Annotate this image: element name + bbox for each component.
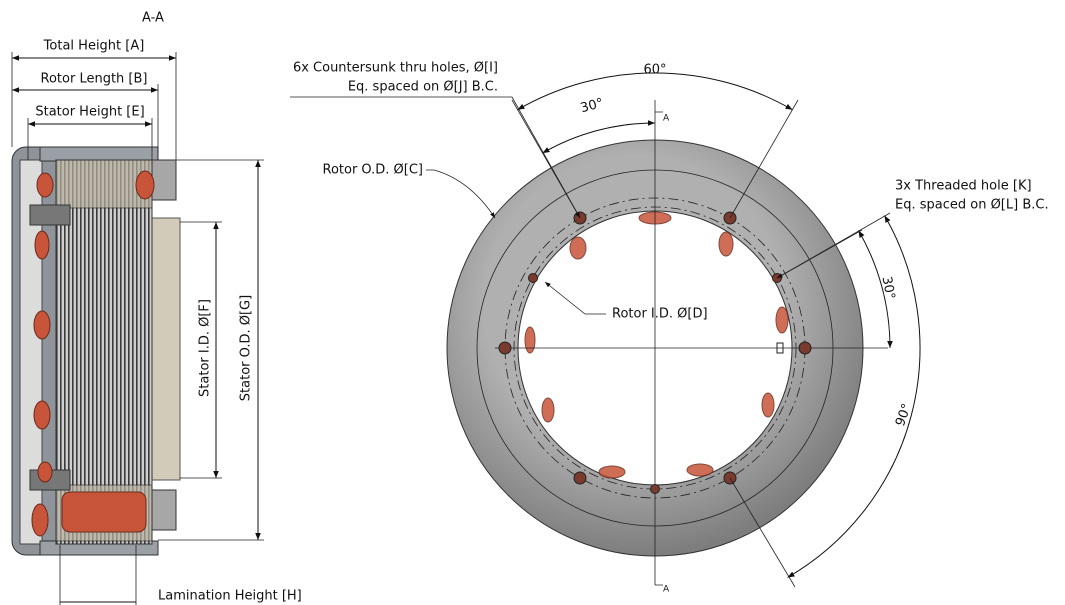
winding-part [33,310,51,340]
callout: Rotor I.D. Ø[D] [612,307,708,322]
section-body-part [151,159,177,201]
holes-part [798,341,812,355]
rotor-ring-part-part [541,397,555,423]
section-body-part [55,159,153,545]
winding-part [34,230,50,260]
rotor-ring-part-part [761,392,775,418]
section-body-part [29,204,71,226]
leaders-part [426,169,496,219]
leaders-part [776,229,863,279]
winding-part [37,461,53,483]
callout: Rotor O.D. Ø[C] [323,163,424,178]
callout: 3x Threaded hole [K] [895,179,1032,194]
section-title: A-A [142,11,164,26]
rotor-ring-part-part [686,463,714,477]
holes-part [650,484,660,494]
winding-part [61,491,147,533]
dim-label: Stator O.D. Ø[G] [239,295,254,401]
angle-dimensions-part [787,215,921,578]
dim-label: Lamination Height [H] [158,589,302,604]
angle-label: 30° [879,275,898,300]
section-body-part [151,489,177,531]
winding-part [135,170,155,200]
leaders-part [290,96,581,219]
angle-label: 30° [579,96,605,116]
angle-label: 60° [643,63,666,78]
callout: Eq. spaced on Ø[L] B.C. [895,198,1049,213]
section-body-part [39,146,159,162]
angle-dimensions-part [517,72,793,111]
rotor-ring-part-part [718,231,734,257]
leaders-part [544,281,606,315]
holes-part [498,341,512,355]
dim-label: Total Height [A] [43,39,145,54]
winding-part [36,172,54,198]
center-lines-part [655,111,663,586]
rotor-ring-part-part [524,326,536,354]
section-body-part [19,159,43,545]
callout: 6x Countersunk thru holes, Ø[I] [293,61,498,76]
rotor-ring-part-part [775,306,789,334]
dim-label: Stator Height [E] [35,105,144,120]
callout: Eq. spaced on Ø[J] B.C. [348,80,498,95]
angle-label: 90° [893,402,915,429]
holes-part [528,273,538,283]
section-mark: A [663,114,670,124]
section-body-part [147,217,181,481]
section-body [11,146,181,556]
rotor-ring-part [524,211,789,479]
dim-label: Stator I.D. Ø[F] [198,299,213,397]
winding-part [31,503,49,537]
section-dimensions: A-A Total Height [A] Rotor Length [B] St… [11,11,302,605]
rotor-ring-part-part [569,236,587,260]
angle-dimensions-part [729,477,796,588]
center-lines-part [776,342,784,354]
angle-dimensions-part [729,99,799,219]
winding [31,170,155,537]
leaders: 6x Countersunk thru holes, Ø[I] Eq. spac… [290,61,1049,595]
rotor-ring-part-part [598,465,626,479]
section-mark: A [663,585,670,595]
holes-part [573,471,587,485]
dim-label: Rotor Length [B] [41,72,148,87]
angle-dimensions-part [542,120,656,154]
winding-part [33,400,51,430]
